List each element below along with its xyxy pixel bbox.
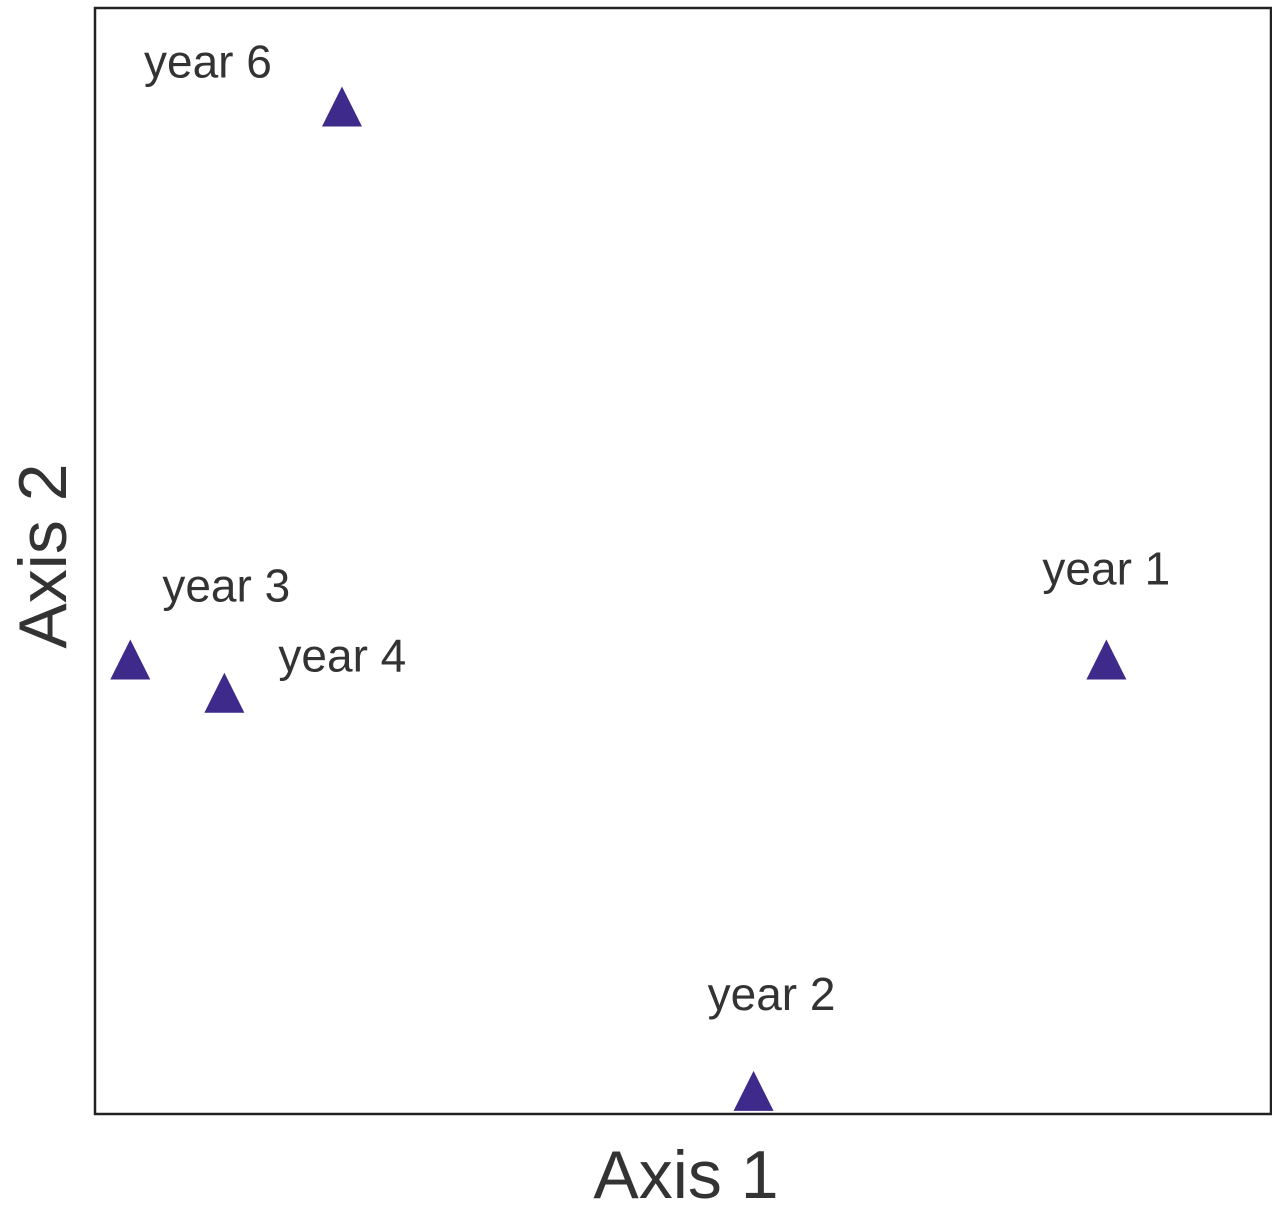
data-point-label: year 6 [144, 36, 272, 88]
data-marks: year 1 year 2 year 3 year 4 year 6 [110, 36, 1170, 1111]
data-point-marker [110, 639, 151, 680]
data-point-label: year 4 [278, 630, 406, 682]
data-point-marker [733, 1070, 774, 1111]
data-point-marker [321, 86, 362, 127]
data-point-label: year 3 [162, 560, 290, 612]
data-point-label: year 1 [1042, 543, 1170, 595]
data-point-label: year 2 [708, 968, 836, 1020]
data-point-marker [204, 672, 245, 713]
y-axis-title: Axis 2 [5, 463, 81, 648]
plot-frame [93, 6, 1272, 1116]
x-axis-title: Axis 1 [593, 1137, 778, 1205]
data-point-marker [1086, 639, 1127, 680]
